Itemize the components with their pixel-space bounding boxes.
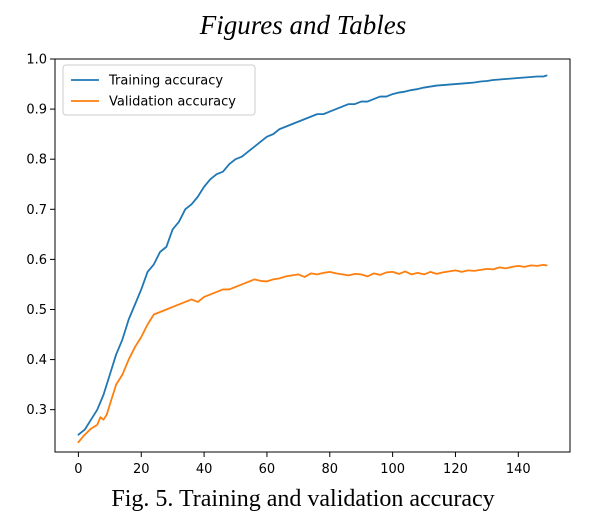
legend-box	[62, 64, 256, 116]
y-tick-label: 0.5	[26, 303, 47, 318]
x-axis: 0 20 40 60 80 100 120 140	[74, 452, 531, 477]
y-tick-label: 0.4	[26, 353, 47, 368]
series-lines	[77, 74, 548, 444]
section-title: Figures and Tables	[199, 10, 407, 40]
legend: Training accuracy Validation accuracy	[62, 64, 256, 116]
y-tick-label: 0.9	[26, 103, 47, 118]
x-tick-label: 120	[443, 462, 468, 477]
y-tick-label: 0.3	[26, 403, 47, 418]
x-tick-label: 60	[259, 462, 276, 477]
y-tick-label: 0.6	[26, 253, 47, 268]
figure-caption: Fig. 5. Training and validation accuracy	[111, 486, 495, 512]
y-tick-label: 0.7	[26, 203, 47, 218]
plot-frame	[54, 58, 571, 453]
y-tick-label: 1.0	[26, 53, 47, 68]
series-line-training	[77, 74, 548, 436]
y-axis: 0.3 0.4 0.5 0.6 0.7 0.8 0.9 1.0	[26, 53, 55, 418]
x-tick-label: 40	[196, 462, 213, 477]
x-tick-label: 100	[380, 462, 405, 477]
x-tick-label: 80	[322, 462, 339, 477]
series-line-validation	[77, 263, 548, 444]
legend-label: Training accuracy	[108, 74, 223, 89]
y-tick-label: 0.8	[26, 153, 47, 168]
x-tick-label: 20	[133, 462, 150, 477]
x-tick-label: 140	[506, 462, 531, 477]
x-tick-label: 0	[74, 462, 82, 477]
legend-label: Validation accuracy	[109, 95, 236, 110]
